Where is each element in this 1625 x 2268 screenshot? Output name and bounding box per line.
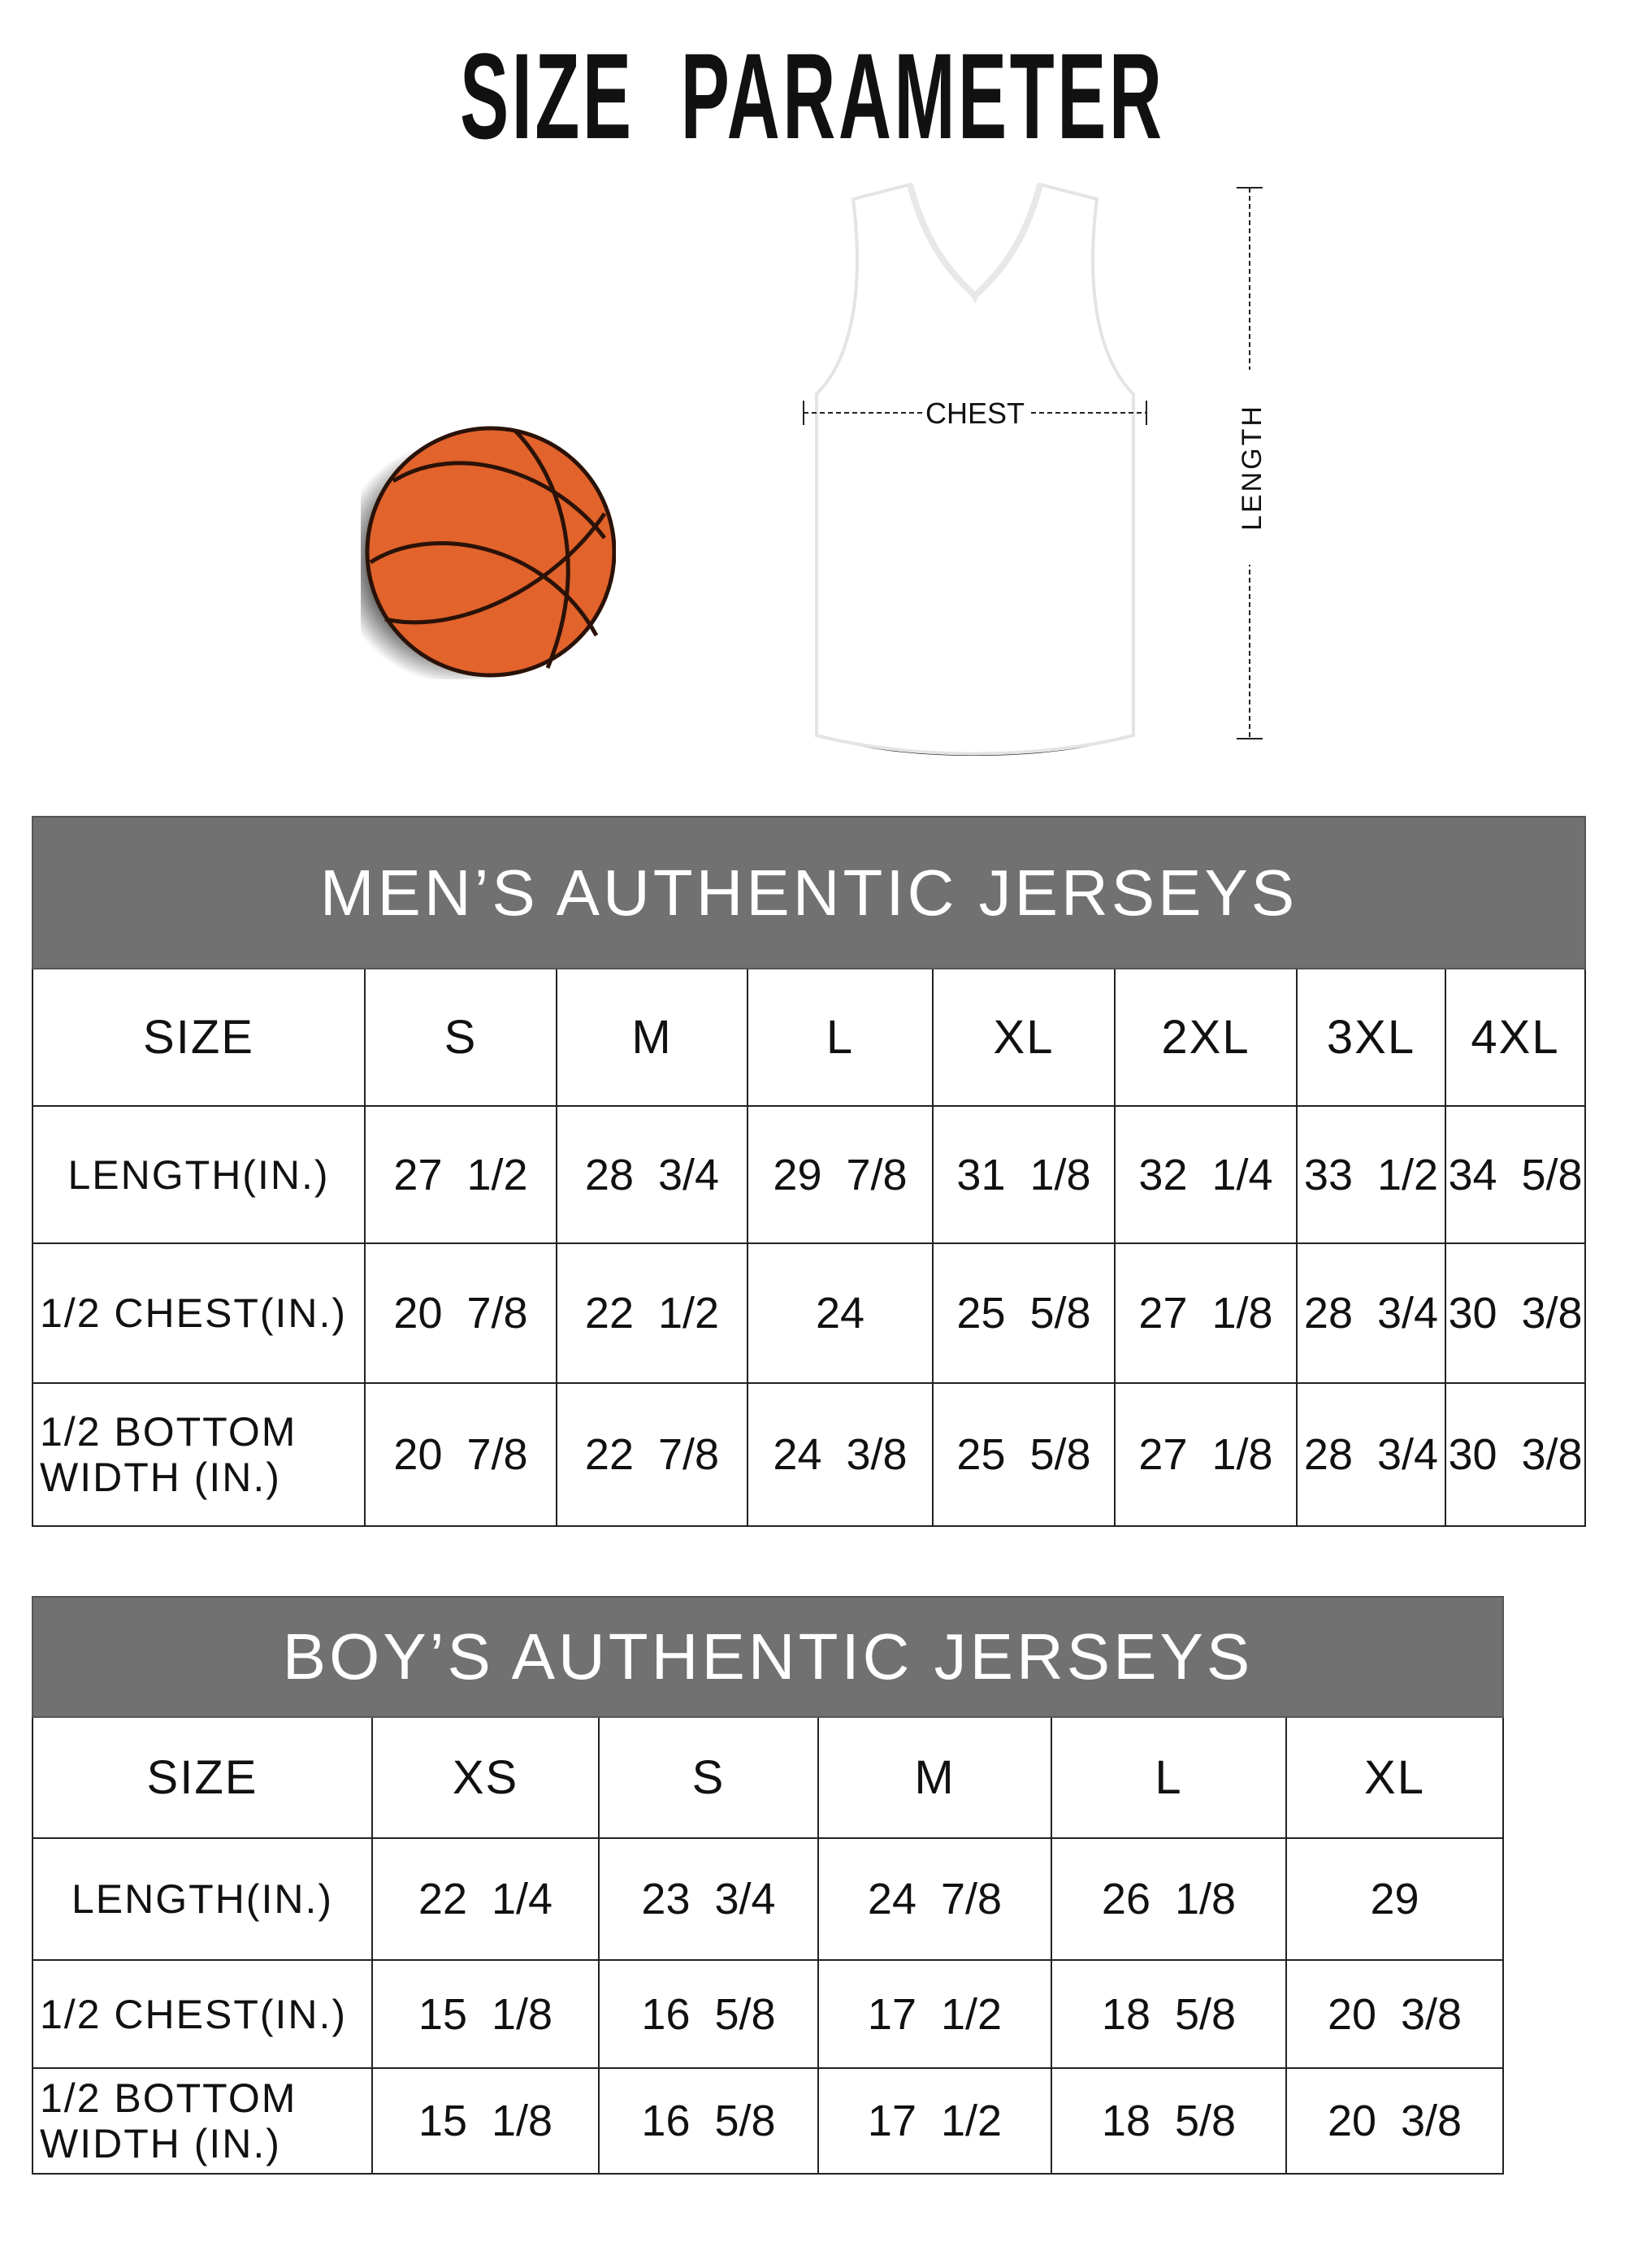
row-label: 1/2 CHEST(IN.) (32, 1242, 366, 1384)
table-row: 1/2 BOTTOM WIDTH (IN.) 20 7/8 22 7/8 24 3/8… (32, 1382, 1587, 1527)
measurement-cell: 33 1/2 (1296, 1105, 1446, 1244)
size-header-4xl: 4XL (1444, 968, 1587, 1107)
measurement-cell: 27 1/8 (1114, 1242, 1298, 1384)
size-header-row: SIZE S M L XL 2XL 3XL 4XL (32, 968, 1587, 1107)
row-label: 1/2 BOTTOM WIDTH (IN.) (32, 2067, 373, 2175)
measurement-cell: 22 7/8 (556, 1382, 748, 1527)
size-header-row: SIZE XS S M L XL (32, 1716, 1505, 1839)
row-label: 1/2 CHEST(IN.) (32, 1959, 373, 2069)
measurement-cell: 16 5/8 (598, 2067, 819, 2175)
measurement-cell: 18 5/8 (1051, 2067, 1287, 2175)
length-label: LENGTH (1237, 404, 1268, 531)
page-title: SIZE PARAMETER (460, 28, 1165, 164)
measurement-cell: 29 (1285, 1837, 1505, 1961)
measurement-cell: 20 7/8 (364, 1382, 557, 1527)
measurement-cell: 28 3/4 (556, 1105, 748, 1244)
measurement-cell: 27 1/8 (1114, 1382, 1298, 1527)
measurement-cell: 24 (747, 1242, 934, 1384)
measurement-cell: 16 5/8 (598, 1959, 819, 2069)
table-row: 1/2 CHEST(IN.) 20 7/8 22 1/2 24 25 5/8 27 1/8… (32, 1242, 1587, 1384)
table-row: LENGTH(IN.) 27 1/2 28 3/4 29 7/8 31 1/8 32 1/… (32, 1105, 1587, 1244)
measurement-cell: 20 3/8 (1285, 1959, 1505, 2069)
length-measure: LENGTH (1233, 187, 1268, 739)
size-header-xs: XS (371, 1716, 600, 1839)
size-header-xl: XL (1285, 1716, 1505, 1839)
size-label: SIZE (32, 1716, 373, 1839)
size-header-m: M (817, 1716, 1052, 1839)
measurement-cell: 22 1/4 (371, 1837, 600, 1961)
measurement-cell: 18 5/8 (1051, 1959, 1287, 2069)
measurement-cell: 28 3/4 (1296, 1242, 1446, 1384)
measurement-cell: 20 3/8 (1285, 2067, 1505, 2175)
row-label: LENGTH(IN.) (32, 1105, 366, 1244)
measurement-cell: 17 1/2 (817, 1959, 1052, 2069)
measurement-cell: 25 5/8 (932, 1242, 1116, 1384)
measurement-cell: 24 3/8 (747, 1382, 934, 1527)
measurement-cell: 31 1/8 (932, 1105, 1116, 1244)
measurement-cell: 26 1/8 (1051, 1837, 1287, 1961)
row-label: 1/2 BOTTOM WIDTH (IN.) (32, 1382, 366, 1527)
measurement-cell: 20 7/8 (364, 1242, 557, 1384)
measurement-cell: 30 3/8 (1444, 1242, 1587, 1384)
size-header-xl: XL (932, 968, 1116, 1107)
measurement-cell: 22 1/2 (556, 1242, 748, 1384)
table-heading: MEN’S AUTHENTIC JERSEYS (31, 816, 1587, 969)
basketball-icon (361, 426, 616, 679)
table-row: 1/2 CHEST(IN.) 15 1/8 16 5/8 17 1/2 18 5/8 20… (32, 1959, 1505, 2069)
measurement-cell: 30 3/8 (1444, 1382, 1587, 1527)
measurement-cell: 17 1/2 (817, 2067, 1052, 2175)
measurement-cell: 15 1/8 (371, 1959, 600, 2069)
row-label: LENGTH(IN.) (32, 1837, 373, 1961)
size-header-s: S (364, 968, 557, 1107)
table-heading-row: MEN’S AUTHENTIC JERSEYS (31, 816, 1587, 969)
table-heading-row: BOY’S AUTHENTIC JERSEYS (31, 1596, 1505, 1718)
mens-size-table: MEN’S AUTHENTIC JERSEYS SIZE S M L XL 2XL 3XL 4X… (31, 816, 1587, 1527)
size-label: SIZE (32, 968, 366, 1107)
table-row: LENGTH(IN.) 22 1/4 23 3/4 24 7/8 26 1/8 29 (32, 1837, 1505, 1961)
size-header-m: M (556, 968, 748, 1107)
measurement-cell: 28 3/4 (1296, 1382, 1446, 1527)
measurement-cell: 32 1/4 (1114, 1105, 1298, 1244)
measurement-cell: 27 1/2 (364, 1105, 557, 1244)
boys-size-table: BOY’S AUTHENTIC JERSEYS SIZE XS S M L XL LENGTH… (31, 1596, 1505, 2175)
chest-label: CHEST (925, 397, 1025, 430)
size-header-l: L (747, 968, 934, 1107)
size-header-l: L (1051, 1716, 1287, 1839)
size-header-2xl: 2XL (1114, 968, 1298, 1107)
measurement-cell: 15 1/8 (371, 2067, 600, 2175)
measurement-cell: 34 5/8 (1444, 1105, 1587, 1244)
measurement-cell: 25 5/8 (932, 1382, 1116, 1527)
table-row: 1/2 BOTTOM WIDTH (IN.) 15 1/8 16 5/8 17 1/2… (32, 2067, 1505, 2175)
measurement-cell: 23 3/4 (598, 1837, 819, 1961)
size-header-s: S (598, 1716, 819, 1839)
jersey-diagram: CHEST (803, 182, 1147, 756)
table-heading: BOY’S AUTHENTIC JERSEYS (31, 1596, 1505, 1718)
measurement-cell: 24 7/8 (817, 1837, 1052, 1961)
size-header-3xl: 3XL (1296, 968, 1446, 1107)
measurement-cell: 29 7/8 (747, 1105, 934, 1244)
